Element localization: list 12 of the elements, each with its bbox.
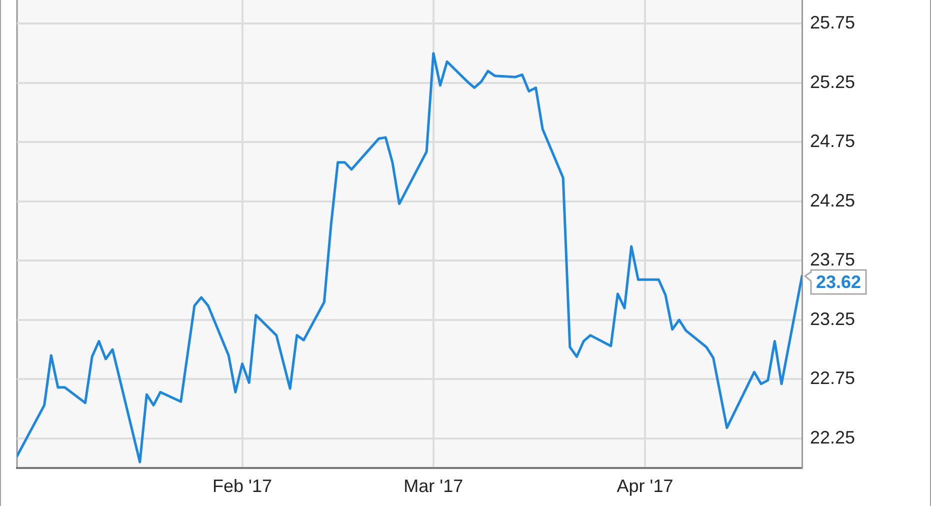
y-tick-label: 23.75 [810,250,856,270]
y-tick-label: 25.75 [810,12,856,33]
y-tick-label: 25.25 [810,72,856,92]
y-tick-label: 22.25 [810,427,856,448]
y-tick-label: 24.25 [810,190,856,210]
data-label: 23.62 [816,272,862,292]
y-tick-label: 24.75 [810,131,856,152]
y-tick-label: 23.25 [810,308,856,329]
x-tick-label: Mar '17 [404,476,464,496]
x-tick-label: Feb '17 [212,476,272,496]
y-tick-label: 22.75 [810,368,856,388]
x-tick-label: Apr '17 [616,476,674,496]
